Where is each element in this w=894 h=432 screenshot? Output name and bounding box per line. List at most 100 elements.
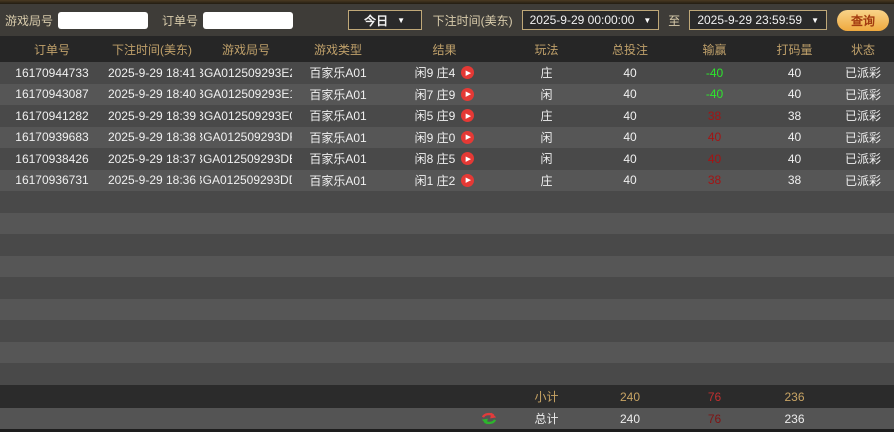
- cell-status: 已派彩: [844, 152, 881, 167]
- date-from-picker[interactable]: 2025-9-29 00:00:00 ▼: [521, 10, 660, 30]
- cell-win-loss: 38: [707, 173, 722, 188]
- swap-arrows-icon[interactable]: [481, 411, 497, 426]
- top-strip: [0, 0, 894, 4]
- play-result-icon[interactable]: ▶: [461, 66, 475, 80]
- cell-round-id: BGA012509293E2: [200, 65, 292, 80]
- empty-table-row: [0, 212, 894, 235]
- cell-bet-time: 2025-9-29 18:37: [107, 151, 197, 166]
- col-header-win-loss: 输赢: [702, 42, 727, 57]
- play-result-icon[interactable]: ▶: [461, 87, 475, 101]
- cell-total-bet: 40: [623, 65, 637, 80]
- play-result-icon[interactable]: ▶: [461, 173, 475, 187]
- cell-volume: 38: [787, 173, 802, 188]
- grand-total-total-bet: 240: [619, 411, 641, 426]
- result-text: 闲1 庄2: [414, 173, 456, 188]
- empty-table-row: [0, 234, 894, 256]
- cell-play: 闲: [540, 130, 553, 145]
- cell-round-id: BGA012509293DF: [200, 130, 292, 145]
- query-button[interactable]: 查询: [837, 9, 889, 31]
- cell-result: 闲7 庄9 ▶: [384, 84, 505, 106]
- cell-game-type: 百家乐A01: [309, 173, 367, 188]
- cell-order-id: 16170938426: [15, 151, 89, 166]
- game-round-label: 游戏局号: [5, 13, 54, 28]
- cell-result: 闲1 庄2 ▶: [384, 170, 505, 192]
- col-header-round-id: 游戏局号: [221, 42, 270, 57]
- col-header-game-type: 游戏类型: [313, 42, 362, 57]
- grand-total-win-loss: 76: [707, 411, 722, 426]
- cell-volume: 40: [787, 65, 802, 80]
- cell-play: 庄: [540, 109, 553, 124]
- table-row: 16170938426 2025-9-29 18:37 BGA012509293DE…: [0, 148, 894, 170]
- empty-table-row: [0, 320, 894, 342]
- empty-table-row: [0, 255, 894, 278]
- col-header-result: 结果: [432, 42, 457, 57]
- chevron-down-icon: ▼: [643, 15, 652, 25]
- cell-volume: 40: [787, 151, 802, 166]
- table-row: 16170939683 2025-9-29 18:38 BGA012509293DF…: [0, 126, 894, 149]
- cell-total-bet: 40: [623, 151, 637, 166]
- cell-bet-time: 2025-9-29 18:38: [107, 130, 197, 145]
- table-body: 16170944733 2025-9-29 18:41 BGA012509293E2…: [0, 62, 894, 385]
- play-result-icon[interactable]: ▶: [461, 109, 475, 123]
- empty-table-row: [0, 363, 894, 385]
- cell-win-loss: -40: [705, 65, 724, 80]
- empty-table-row: [0, 298, 894, 321]
- cell-round-id: BGA012509293DE: [200, 151, 292, 166]
- cell-round-id: BGA012509293E1: [200, 87, 292, 102]
- cell-total-bet: 40: [623, 108, 637, 123]
- game-round-input[interactable]: [58, 11, 149, 29]
- play-result-icon[interactable]: ▶: [461, 130, 475, 144]
- order-number-input[interactable]: [203, 11, 294, 29]
- empty-table-row: [0, 191, 894, 213]
- cell-game-type: 百家乐A01: [309, 130, 367, 145]
- cell-bet-time: 2025-9-29 18:39: [107, 108, 197, 123]
- empty-table-row: [0, 341, 894, 364]
- subtotal-win-loss: 76: [707, 389, 722, 404]
- result-text: 闲9 庄4: [414, 66, 456, 81]
- cell-game-type: 百家乐A01: [309, 87, 367, 102]
- cell-result: 闲9 庄4 ▶: [384, 62, 505, 84]
- cell-bet-time: 2025-9-29 18:36: [107, 173, 197, 188]
- date-from-value: 2025-9-29 00:00:00: [529, 13, 635, 27]
- cell-order-id: 16170941282: [15, 108, 89, 123]
- cell-game-type: 百家乐A01: [309, 109, 367, 124]
- table-row: 16170943087 2025-9-29 18:40 BGA012509293E1…: [0, 83, 894, 106]
- period-dropdown[interactable]: 今日 ▼: [347, 10, 422, 30]
- cell-game-type: 百家乐A01: [309, 66, 367, 81]
- cell-result: 闲5 庄9 ▶: [384, 105, 505, 127]
- bet-time-label: 下注时间(美东): [432, 13, 513, 28]
- cell-result: 闲8 庄5 ▶: [384, 148, 505, 170]
- cell-result: 闲9 庄0 ▶: [384, 127, 505, 149]
- order-number-label: 订单号: [162, 13, 199, 28]
- cell-status: 已派彩: [844, 173, 881, 188]
- empty-table-row: [0, 277, 894, 299]
- cell-play: 庄: [540, 173, 553, 188]
- cell-play: 闲: [540, 87, 553, 102]
- cell-volume: 40: [787, 87, 802, 102]
- cell-total-bet: 40: [623, 173, 637, 188]
- date-to-picker[interactable]: 2025-9-29 23:59:59 ▼: [689, 10, 827, 30]
- subtotal-row: 小计 240 76 236: [0, 385, 894, 408]
- cell-order-id: 16170943087: [15, 87, 89, 102]
- cell-status: 已派彩: [844, 66, 881, 81]
- date-to-value: 2025-9-29 23:59:59: [697, 13, 803, 27]
- col-header-order-id: 订单号: [33, 42, 70, 57]
- col-header-play: 玩法: [534, 42, 559, 57]
- subtotal-volume: 236: [784, 389, 805, 404]
- cell-game-type: 百家乐A01: [309, 152, 367, 167]
- cell-status: 已派彩: [844, 109, 881, 124]
- table-row: 16170941282 2025-9-29 18:39 BGA012509293E0…: [0, 105, 894, 127]
- col-header-bet-time: 下注时间(美东): [112, 42, 192, 57]
- table-row: 16170944733 2025-9-29 18:41 BGA012509293E2…: [0, 62, 894, 84]
- cell-round-id: BGA012509293DD: [200, 173, 292, 188]
- cell-bet-time: 2025-9-29 18:40: [107, 87, 197, 102]
- cell-volume: 40: [787, 130, 802, 145]
- play-result-icon[interactable]: ▶: [461, 152, 475, 166]
- result-text: 闲9 庄0: [414, 130, 456, 145]
- table-row: 16170936731 2025-9-29 18:36BGA012509293DD…: [0, 169, 894, 192]
- col-header-volume: 打码量: [776, 42, 813, 57]
- grand-total-volume: 236: [784, 411, 805, 426]
- result-text: 闲8 庄5: [414, 152, 456, 167]
- table-header: 订单号 下注时间(美东) 游戏局号 游戏类型 结果 玩法 总投注 输赢 打码量 …: [0, 36, 894, 62]
